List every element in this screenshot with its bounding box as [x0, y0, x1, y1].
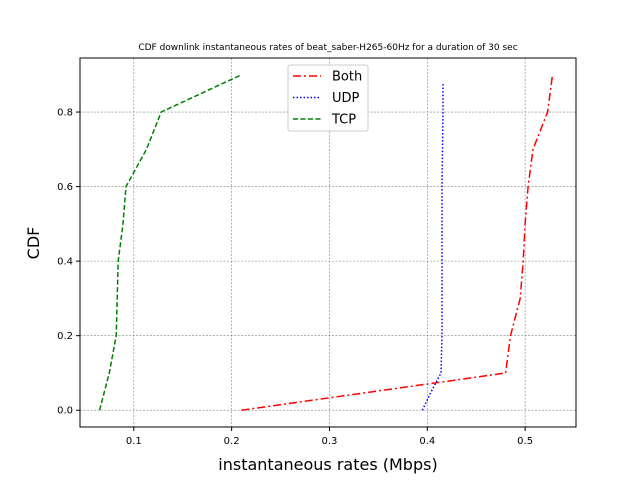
x-tick-label: 0.5: [517, 436, 533, 447]
x-tick-label: 0.2: [224, 436, 240, 447]
x-axis: 0.1 0.2 0.3 0.4 0.5: [126, 427, 533, 447]
legend-label-udp: UDP: [332, 91, 360, 106]
legend-label-both: Both: [332, 70, 362, 85]
y-tick-label: 0.4: [57, 257, 73, 268]
legend-box: [287, 64, 369, 132]
y-tick-label: 0.6: [57, 182, 73, 193]
x-axis-label: instantaneous rates (Mbps): [218, 455, 437, 474]
series-line-udp: [421, 82, 444, 411]
series-line-both: [241, 74, 554, 411]
y-tick-label: 0.8: [57, 108, 73, 119]
x-tick-label: 0.3: [322, 436, 338, 447]
plot-frame: [79, 57, 577, 428]
series-layer: [98, 74, 554, 411]
chart-title: CDF downlink instantaneous rates of beat…: [138, 43, 517, 53]
legend: Both UDP TCP: [287, 64, 369, 132]
y-axis-label: CDF: [24, 227, 43, 260]
x-tick-label: 0.1: [126, 436, 142, 447]
legend-label-tcp: TCP: [331, 113, 356, 128]
y-axis: 0.0 0.2 0.4 0.6 0.8: [57, 108, 80, 417]
y-tick-label: 0.0: [57, 406, 73, 417]
series-line-tcp: [98, 74, 242, 411]
x-tick-label: 0.4: [419, 436, 435, 447]
y-tick-label: 0.2: [57, 331, 73, 342]
